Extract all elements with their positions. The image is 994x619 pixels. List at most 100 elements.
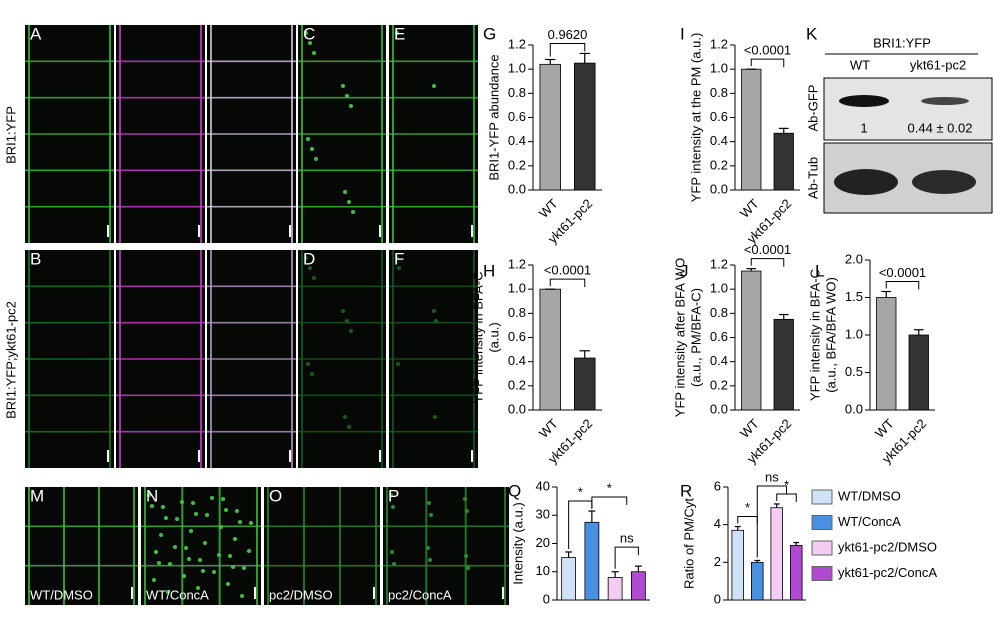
vesicle: [341, 84, 345, 88]
x-tick-label: WT: [737, 196, 762, 221]
bar: [607, 577, 623, 601]
panel-caption: WT/ConcA: [146, 587, 209, 602]
vesicle: [233, 537, 237, 541]
vesicle: [161, 505, 165, 509]
x-tick-label: WT: [872, 416, 897, 441]
y-tick-label: 4: [714, 516, 721, 531]
vesicle: [390, 550, 394, 554]
panel-letter: N: [146, 486, 158, 505]
vesicle: [242, 566, 246, 570]
y-tick-label: 1.0: [710, 61, 728, 76]
y-tick-label: 1.2: [710, 36, 728, 51]
vesicle: [168, 562, 172, 566]
y-axis-label: Intensity (a.u.): [510, 502, 525, 584]
y-tick-label: 0: [543, 591, 550, 606]
annotation: <0.0001: [879, 265, 926, 280]
micrograph: [264, 487, 380, 605]
vesicle: [304, 31, 308, 35]
legend-label: ykt61-pc2/DMSO: [838, 539, 937, 554]
panel-letter: D: [303, 249, 315, 268]
y-tick-label: 0.8: [710, 305, 728, 320]
panel-letter: I: [680, 24, 685, 43]
y-tick-label: 0.0: [710, 401, 728, 416]
vesicle: [210, 496, 214, 500]
bar: [574, 357, 596, 411]
bar: [773, 318, 794, 411]
micrograph: [25, 487, 138, 605]
vesicle: [347, 200, 351, 204]
vesicle: [434, 319, 438, 323]
vesicle: [389, 493, 393, 497]
y-tick-label: 6: [714, 478, 721, 493]
y-axis-label: YFP intensity in BFA-C: [470, 272, 485, 404]
y-tick-label: 0.2: [710, 157, 728, 172]
y-tick-label: 2.0: [845, 251, 863, 266]
bracket: [776, 493, 797, 502]
panel-letter: G: [483, 24, 496, 43]
bar: [741, 68, 762, 191]
y-tick-label: 0.0: [845, 401, 863, 416]
y-tick-label: 0.6: [508, 329, 526, 344]
vesicle: [310, 372, 314, 376]
vesicle: [347, 425, 351, 429]
vesicle: [345, 94, 349, 98]
vesicle: [308, 266, 312, 270]
legend-swatch: [811, 489, 833, 505]
bar: [876, 297, 897, 411]
panel-letter: C: [303, 24, 315, 43]
y-tick-label: 0.0: [508, 401, 526, 416]
vesicle: [152, 578, 156, 582]
y-tick-label: 10: [536, 563, 550, 578]
vesicle: [343, 415, 347, 419]
blot-title: BRI1:YFP: [873, 35, 931, 50]
vesicle: [150, 504, 154, 508]
vesicle: [212, 570, 216, 574]
vesicle: [343, 190, 347, 194]
micrograph: [141, 487, 261, 605]
bar: [539, 288, 562, 411]
vesicle: [217, 553, 221, 557]
band: [834, 169, 898, 195]
bracket: [614, 546, 639, 569]
vesicle: [164, 516, 168, 520]
bar: [574, 62, 596, 191]
vesicle: [221, 497, 225, 501]
vesicle: [314, 157, 318, 161]
vesicle: [426, 546, 430, 550]
vesicle: [182, 574, 186, 578]
panel-letter: H: [483, 261, 495, 280]
vesicle: [228, 554, 232, 558]
bracket: [756, 485, 787, 558]
y-tick-label: 1.2: [710, 256, 728, 271]
bracket: [750, 258, 785, 267]
vesicle: [157, 561, 161, 565]
annotation: <0.0001: [544, 263, 591, 278]
vesicle: [238, 520, 242, 524]
vesicle: [240, 594, 244, 598]
vesicle: [249, 521, 253, 525]
bracket: [549, 42, 586, 57]
y-tick-label: 0: [714, 591, 721, 606]
row-label: BRI1:YFP;ykt61-pc2: [3, 301, 18, 419]
vesicle: [231, 565, 235, 569]
annotation: *: [745, 500, 750, 515]
panel-letter: L: [815, 261, 824, 280]
row-label: Ab-Tub: [805, 157, 820, 199]
y-axis-label: YFP intensity in BFA-C: [807, 269, 822, 401]
vesicle: [219, 525, 223, 529]
legend-label: ykt61-pc2/ConcA: [838, 565, 937, 580]
y-tick-label: 1.2: [508, 36, 526, 51]
vesicle: [235, 509, 239, 513]
bracket: [750, 58, 785, 68]
annotation: ns: [620, 531, 634, 546]
vesicle: [466, 566, 470, 570]
y-axis-label: (a.u., BFA/BFA WO): [823, 277, 838, 393]
vesicle: [395, 256, 399, 260]
bar: [908, 334, 929, 411]
vesicle: [349, 104, 353, 108]
vesicle: [187, 557, 191, 561]
y-tick-label: 0.6: [508, 109, 526, 124]
y-tick-label: 0.6: [710, 109, 728, 124]
y-axis-label: YFP intensity at the PM (a.u.): [688, 33, 703, 203]
vesicle: [198, 558, 202, 562]
